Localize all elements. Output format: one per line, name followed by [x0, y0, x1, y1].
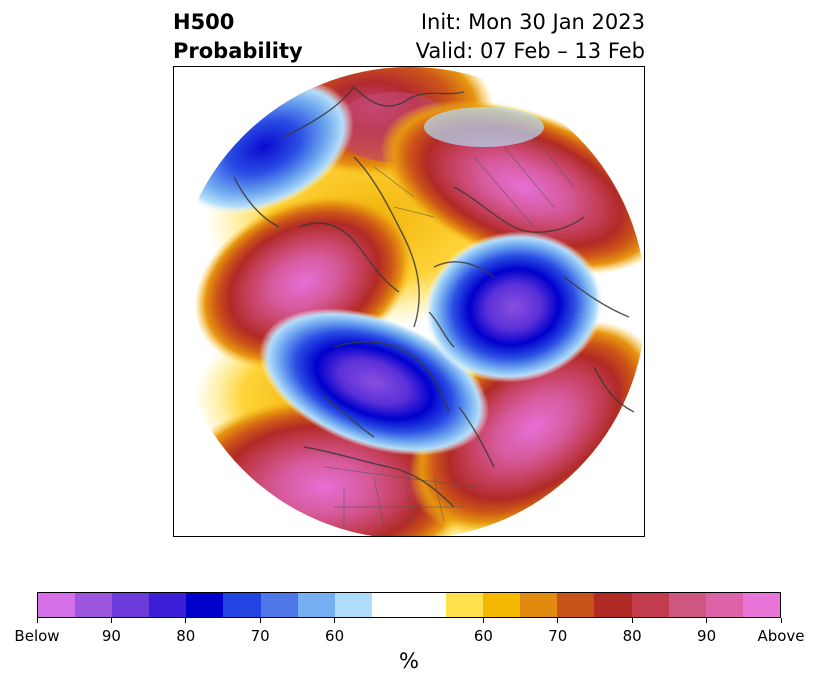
colorbar-tick-label: 60: [473, 627, 493, 645]
colorbar-unit-label: %: [399, 649, 419, 673]
colorbar-tick: [706, 618, 708, 623]
colorbar-swatch: [38, 593, 76, 617]
colorbar-tick-label: 80: [176, 627, 196, 645]
colorbar-tick: [334, 618, 336, 623]
map-canvas: [174, 67, 644, 536]
colorbar-swatch: [446, 593, 484, 617]
colorbar-swatch: [297, 593, 335, 617]
valid-range: Valid: 07 Feb – 13 Feb: [415, 39, 645, 63]
colorbar-tick: [259, 618, 261, 623]
colorbar-swatch: [223, 593, 261, 617]
colorbar-swatch: [149, 593, 187, 617]
colorbar-swatch: [705, 593, 743, 617]
title-line-2: Probability: [173, 39, 303, 63]
colorbar-tick-label: 90: [101, 627, 121, 645]
colorbar-swatch: [668, 593, 706, 617]
colorbar-tick-label: Below: [14, 627, 60, 645]
init-date: Init: Mon 30 Jan 2023: [420, 10, 645, 34]
coastlines: [233, 85, 635, 508]
colorbar-swatch: [75, 593, 113, 617]
colorbar-tick-label: 80: [622, 627, 642, 645]
colorbar-tick: [482, 618, 484, 623]
colorbar-swatch: [186, 593, 224, 617]
colorbar-swatch: [260, 593, 298, 617]
colorbar-swatch: [594, 593, 632, 617]
colorbar-tick: [780, 618, 782, 623]
colorbar-tick: [557, 618, 559, 623]
colorbar-tick: [185, 618, 187, 623]
colorbar-tick: [110, 618, 112, 623]
colorbar-tick-label: 70: [250, 627, 270, 645]
colorbar-swatch: [371, 593, 447, 617]
colorbar-swatch: [334, 593, 372, 617]
forecast-dates: Init: Mon 30 Jan 2023 Valid: 07 Feb – 13…: [416, 8, 645, 66]
colorbar: [37, 592, 781, 618]
colorbar-tick-label: 60: [325, 627, 345, 645]
colorbar-swatch: [483, 593, 521, 617]
colorbar-swatch: [631, 593, 669, 617]
colorbar-swatch: [112, 593, 150, 617]
colorbar-tick-label: 70: [548, 627, 568, 645]
colorbar-swatch: [557, 593, 595, 617]
colorbar-tick-label: Above: [757, 627, 805, 645]
colorbar-tick-label: 90: [697, 627, 717, 645]
title-line-1: H500: [173, 10, 235, 34]
colorbar-swatch: [520, 593, 558, 617]
colorbar-swatch: [742, 593, 780, 617]
borders: [323, 136, 575, 528]
probability-field: [174, 67, 644, 536]
chart-title: H500 Probability: [173, 8, 303, 66]
colorbar-tick: [631, 618, 633, 623]
probability-map: [173, 66, 645, 537]
colorbar-tick: [36, 618, 38, 623]
